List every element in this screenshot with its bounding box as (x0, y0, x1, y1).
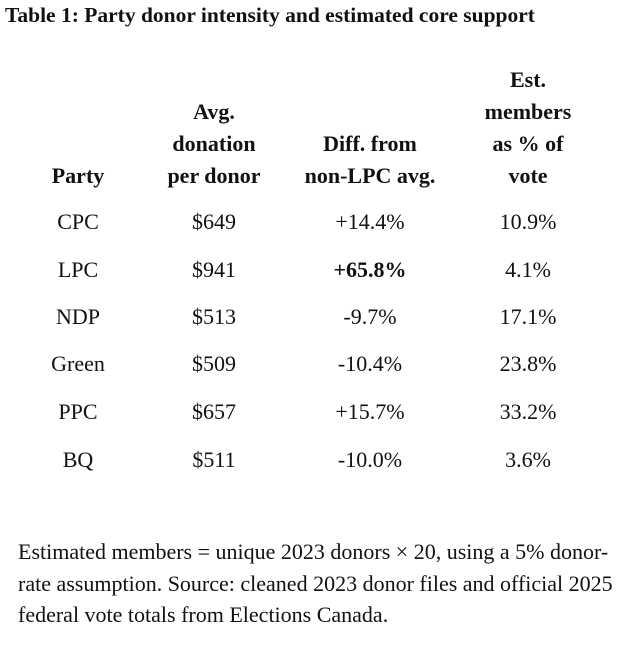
table-title: Table 1: Party donor intensity and estim… (5, 3, 535, 27)
est-members-cell: 4.1% (505, 257, 551, 282)
avg-donation-cell: $649 (192, 209, 236, 234)
header-avg-donation: Avg. donation per donor (167, 99, 261, 188)
diff-cell: +14.4% (335, 209, 405, 234)
est-members-cell: 17.1% (499, 304, 557, 329)
est-members-cell: 23.8% (499, 351, 557, 376)
party-cell: BQ (62, 447, 94, 472)
table-row: BQ $511 -10.0% 3.6% (0, 445, 640, 475)
header-diff: Diff. from non-LPC avg. (304, 131, 436, 188)
party-cell: NDP (55, 304, 100, 329)
table-row: CPC $649 +14.4% 10.9% (0, 207, 640, 237)
diff-cell: -9.7% (343, 304, 397, 329)
avg-donation-cell: $511 (192, 447, 236, 472)
party-cell: LPC (57, 257, 99, 282)
table-row: LPC $941 +65.8% 4.1% (0, 255, 640, 285)
est-members-cell: 33.2% (499, 399, 557, 424)
est-members-cell: 10.9% (499, 209, 557, 234)
diff-cell: -10.4% (337, 351, 403, 376)
party-cell: Green (51, 351, 105, 376)
table-footnote: Estimated members = unique 2023 donors ×… (18, 539, 613, 627)
diff-cell: +65.8% (333, 257, 407, 282)
table-row: PPC $657 +15.7% 33.2% (0, 397, 640, 427)
avg-donation-cell: $509 (192, 351, 236, 376)
table-row: NDP $513 -9.7% 17.1% (0, 302, 640, 332)
est-members-cell: 3.6% (505, 447, 551, 472)
header-est-members: Est. members as % of vote (484, 67, 572, 188)
avg-donation-cell: $513 (192, 304, 236, 329)
avg-donation-cell: $657 (192, 399, 236, 424)
diff-cell: +15.7% (335, 399, 405, 424)
avg-donation-cell: $941 (192, 257, 236, 282)
party-cell: PPC (58, 399, 98, 424)
table-row: Green $509 -10.4% 23.8% (0, 349, 640, 379)
diff-cell: -10.0% (337, 447, 403, 472)
header-party: Party (51, 163, 105, 188)
party-cell: CPC (57, 209, 99, 234)
